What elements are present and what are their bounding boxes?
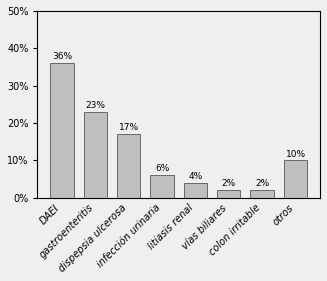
- Bar: [217, 190, 240, 198]
- Bar: [150, 175, 174, 198]
- Text: 2%: 2%: [222, 180, 236, 189]
- Text: 2%: 2%: [255, 180, 269, 189]
- Bar: [284, 160, 307, 198]
- Bar: [84, 112, 107, 198]
- Bar: [184, 183, 207, 198]
- Bar: [117, 134, 140, 198]
- Text: 23%: 23%: [85, 101, 105, 110]
- Bar: [50, 63, 74, 198]
- Text: 17%: 17%: [119, 123, 139, 132]
- Text: 6%: 6%: [155, 164, 169, 173]
- Text: 36%: 36%: [52, 52, 72, 61]
- Text: 4%: 4%: [188, 172, 202, 181]
- Bar: [250, 190, 274, 198]
- Text: 10%: 10%: [285, 149, 306, 158]
